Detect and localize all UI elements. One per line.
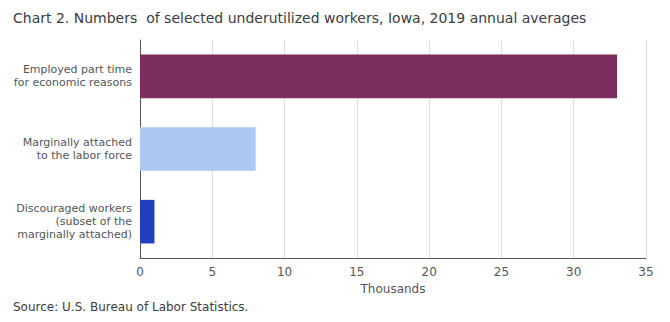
svg-text:marginally attached): marginally attached) (17, 228, 132, 241)
svg-text:for economic reasons: for economic reasons (14, 76, 132, 89)
svg-text:Marginally attached: Marginally attached (23, 136, 132, 149)
svg-text:(subset of the: (subset of the (56, 215, 133, 228)
svg-text:Chart 2. Numbers of selected: Chart 2. Numbers of selected underutiliz… (13, 10, 586, 26)
svg-text:5: 5 (208, 265, 216, 279)
svg-text:25: 25 (494, 265, 509, 279)
svg-text:to the labor force: to the labor force (37, 149, 133, 162)
svg-text:15: 15 (349, 265, 364, 279)
svg-text:Thousands: Thousands (360, 282, 426, 296)
svg-text:10: 10 (277, 265, 292, 279)
svg-text:30: 30 (566, 265, 581, 279)
svg-text:Discouraged workers: Discouraged workers (16, 202, 132, 215)
svg-text:20: 20 (422, 265, 437, 279)
svg-text:Employed part time: Employed part time (23, 63, 132, 76)
svg-text:35: 35 (638, 265, 653, 279)
svg-text:Source: U.S. Bureau of Labor S: Source: U.S. Bureau of Labor Statistics. (13, 300, 248, 314)
svg-text:0: 0 (136, 265, 144, 279)
